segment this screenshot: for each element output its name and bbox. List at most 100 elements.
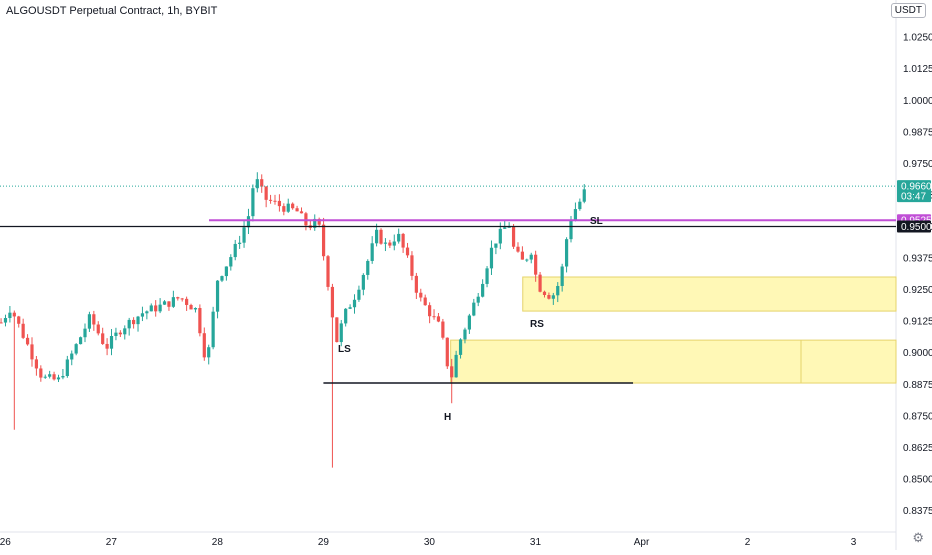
candle-body xyxy=(171,297,175,307)
y-tick-label: 0.8625 xyxy=(903,443,932,454)
candle-body xyxy=(96,324,100,334)
candle-body xyxy=(65,359,69,377)
label-rs: RS xyxy=(530,319,544,330)
candle-body xyxy=(467,315,471,330)
candle-body xyxy=(542,291,547,295)
candle-body xyxy=(375,229,379,244)
candle-body xyxy=(136,316,140,325)
y-tick-label: 0.9125 xyxy=(903,317,932,328)
candle-body xyxy=(397,233,401,242)
y-tick-label: 0.9875 xyxy=(903,127,932,138)
candle-body xyxy=(92,314,96,325)
candle-body xyxy=(481,283,485,297)
last-price-badge: 0.9660 xyxy=(901,182,932,193)
candle-body xyxy=(149,305,153,312)
candle-body xyxy=(379,229,383,244)
zone-lower[interactable] xyxy=(450,339,897,384)
candle-body xyxy=(277,200,282,207)
candle-body xyxy=(158,304,162,312)
currency-unit-button[interactable]: USDT xyxy=(890,3,926,18)
candle-body xyxy=(78,337,83,345)
candle-body xyxy=(547,294,551,299)
candle-body xyxy=(534,254,538,275)
candle-body xyxy=(556,285,560,296)
x-tick-label: Apr xyxy=(634,537,650,548)
y-tick-label: 1.0250 xyxy=(903,33,932,44)
x-tick-label: 2 xyxy=(745,537,751,548)
candle-body xyxy=(335,317,339,343)
candle-body xyxy=(123,328,127,335)
chart-title: ALGOUSDT Perpetual Contract, 1h, BYBIT xyxy=(6,5,218,17)
candle-body xyxy=(264,186,268,200)
candle-body xyxy=(25,337,30,345)
candle-body xyxy=(268,199,273,201)
candle-body xyxy=(357,289,361,300)
candle-body xyxy=(419,292,423,298)
candle-body xyxy=(154,305,158,312)
candle-body xyxy=(8,312,12,319)
x-tick-label: 30 xyxy=(424,537,436,548)
candle-body xyxy=(560,266,564,286)
last-price-badge-countdown: 03:47 xyxy=(901,192,926,203)
candle-body xyxy=(286,203,290,212)
candle-body xyxy=(114,332,118,337)
candle-body xyxy=(30,344,34,360)
candle-body xyxy=(295,208,299,212)
y-tick-label: 0.9250 xyxy=(903,285,932,296)
y-tick-label: 0.8375 xyxy=(903,506,932,517)
candle-body xyxy=(582,189,586,202)
candle-body xyxy=(167,301,171,307)
candle-body xyxy=(83,328,87,338)
candle-body xyxy=(313,218,317,228)
candle-body xyxy=(525,259,529,261)
candle-body xyxy=(127,319,131,329)
candle-body xyxy=(132,319,136,325)
candle-body xyxy=(330,286,335,318)
zone-upper[interactable] xyxy=(522,276,897,312)
x-tick-label: 27 xyxy=(106,537,118,548)
candle-body xyxy=(564,239,569,267)
candle-body xyxy=(472,302,476,316)
gear-icon[interactable]: ⚙ xyxy=(912,530,924,545)
candle-body xyxy=(273,200,277,202)
candle-body xyxy=(445,337,449,367)
candle-body xyxy=(317,218,321,225)
x-tick-label: 26 xyxy=(0,537,11,548)
candle-body xyxy=(52,374,56,380)
candle-body xyxy=(3,318,8,323)
y-tick-label: 0.9000 xyxy=(903,348,932,359)
candle-body xyxy=(414,275,418,293)
candle-body xyxy=(101,333,105,344)
candle-body xyxy=(299,211,304,214)
candle-body xyxy=(162,301,167,305)
label-sl: SL xyxy=(590,216,603,227)
candle-body xyxy=(176,297,180,299)
candle-body xyxy=(255,179,259,189)
candle-body xyxy=(578,201,582,210)
candle-body xyxy=(198,308,202,334)
candle-body xyxy=(0,322,3,324)
candle-body xyxy=(383,242,388,244)
candle-body xyxy=(118,332,122,335)
candle-body xyxy=(211,311,215,348)
candle-body xyxy=(233,243,237,258)
candle-body xyxy=(260,179,264,187)
candle-body xyxy=(43,376,47,378)
y-tick-label: 0.8500 xyxy=(903,474,932,485)
black-level-badge: 0.9500 xyxy=(901,222,932,233)
candle-body xyxy=(21,323,25,338)
candle-body xyxy=(366,260,370,275)
candle-body xyxy=(189,304,193,310)
candle-body xyxy=(193,308,198,310)
candle-body xyxy=(229,257,233,267)
candle-body xyxy=(423,297,427,306)
candle-body xyxy=(392,241,396,246)
x-tick-label: 3 xyxy=(851,537,857,548)
candle-body xyxy=(224,266,228,277)
candle-body xyxy=(516,246,520,252)
label-h: H xyxy=(444,412,451,423)
candle-body xyxy=(454,354,458,378)
last-price-badge-bg xyxy=(897,180,931,203)
